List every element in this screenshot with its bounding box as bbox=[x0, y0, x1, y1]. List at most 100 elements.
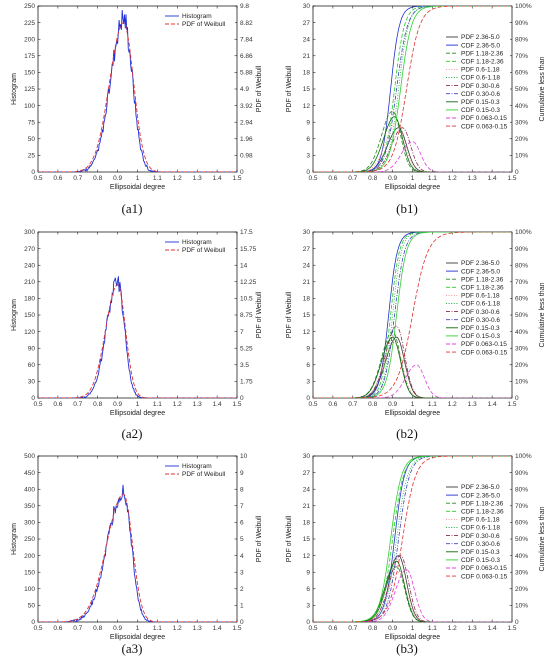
y2-tick-label: 50% bbox=[515, 536, 528, 543]
chart-b3: 0.5 0.6 0.7 0.8 0.9 1 1.1 1.2 1.3 1.4 1.5036912151… bbox=[286, 453, 546, 641]
y2-tick-label: 5.25 bbox=[240, 345, 253, 352]
legend-label: PDF 1.18-2.36 bbox=[461, 276, 504, 283]
x-tick-label: 0.8 bbox=[368, 175, 377, 182]
x-tick-label: 1 bbox=[411, 175, 415, 182]
y-axis-label: Histogram bbox=[11, 73, 18, 105]
x-tick-label: 0.7 bbox=[348, 625, 357, 632]
y2-tick-label: 30% bbox=[515, 569, 528, 576]
y2-tick-label: 50% bbox=[515, 312, 528, 319]
x-tick-label: 0.5 bbox=[308, 625, 317, 632]
y2-axis-label: PDF of Weibull bbox=[256, 291, 263, 338]
y-tick-label: 175 bbox=[24, 53, 35, 60]
chart-b1: 0.5 0.6 0.7 0.8 0.9 1 1.1 1.2 1.3 1.4 1.5036912151… bbox=[286, 3, 546, 191]
y2-axis-label: PDF of Weibull bbox=[256, 515, 263, 562]
chart-panel-a3: 0.5 0.6 0.7 0.8 0.9 1 1.1 1.2 1.3 1.4 1.5 0 50 100 150… bbox=[0, 450, 275, 669]
y-tick-label: 30 bbox=[303, 229, 311, 236]
y2-tick-label: 70% bbox=[515, 53, 528, 60]
y-tick-label: 12 bbox=[303, 329, 311, 336]
y2-tick-label: 5.88 bbox=[240, 70, 253, 77]
y2-tick-label: 20% bbox=[515, 136, 528, 143]
x-tick-label: 0.5 bbox=[33, 401, 42, 408]
y2-tick-label: 7 bbox=[240, 329, 244, 336]
y2-tick-label: 0 bbox=[240, 169, 244, 176]
legend-label: PDF 0.063-0.15 bbox=[461, 565, 507, 572]
legend-label: PDF 1.18-2.36 bbox=[461, 500, 504, 507]
x-tick-label: 1 bbox=[136, 401, 140, 408]
y2-tick-label: 90% bbox=[515, 20, 528, 27]
y-tick-label: 21 bbox=[303, 53, 311, 60]
y-tick-label: 27 bbox=[303, 246, 311, 253]
chart-panel-b3: 0.5 0.6 0.7 0.8 0.9 1 1.1 1.2 1.3 1.4 1.5 0 3 6 9 12 15 1… bbox=[275, 450, 550, 669]
y2-tick-label: 7.84 bbox=[240, 36, 253, 43]
y2-tick-label: 8.82 bbox=[240, 20, 253, 27]
x-tick-label: 0.7 bbox=[73, 175, 82, 182]
series-line bbox=[313, 6, 512, 172]
y-tick-label: 15 bbox=[303, 536, 311, 543]
legend-label: CDF 0.30-0.6 bbox=[461, 91, 500, 98]
y2-tick-label: 80% bbox=[515, 36, 528, 43]
x-tick-label: 1.4 bbox=[488, 401, 497, 408]
y-tick-label: 250 bbox=[24, 536, 35, 543]
y-tick-label: 9 bbox=[306, 119, 310, 126]
y2-tick-label: 0 bbox=[240, 619, 244, 626]
x-axis-label: Ellipsoidal degree bbox=[110, 634, 165, 641]
y-tick-label: 12 bbox=[303, 553, 311, 560]
legend-label: PDF 0.6-1.18 bbox=[461, 293, 500, 300]
series-line bbox=[313, 456, 512, 622]
y2-axis-label: Cumulative less than bbox=[539, 506, 546, 571]
chart-panel-b1: 0.5 0.6 0.7 0.8 0.9 1 1.1 1.2 1.3 1.4 1.5 0 3 6 9 12 15 1… bbox=[275, 0, 550, 219]
x-tick-label: 1.2 bbox=[173, 625, 182, 632]
x-tick-label: 1.4 bbox=[488, 625, 497, 632]
y2-tick-label: 90% bbox=[515, 246, 528, 253]
y2-tick-label: 5 bbox=[240, 536, 244, 543]
legend-label: PDF 0.15-0.3 bbox=[461, 549, 500, 556]
legend-label: CDF 0.6-1.18 bbox=[461, 525, 500, 532]
x-tick-label: 1.2 bbox=[448, 175, 457, 182]
series-group bbox=[313, 456, 512, 622]
x-tick-label: 0.5 bbox=[33, 625, 42, 632]
legend-label: PDF 2.36-5.0 bbox=[461, 34, 500, 41]
legend-label: CDF 2.36-5.0 bbox=[461, 492, 500, 499]
x-tick-label: 1.3 bbox=[468, 401, 477, 408]
y-tick-label: 24 bbox=[303, 262, 311, 269]
x-axis-label: Ellipsoidal degree bbox=[385, 410, 440, 417]
x-tick-label: 0.8 bbox=[368, 401, 377, 408]
legend-box bbox=[444, 482, 510, 584]
y-axis-label: Histogram bbox=[11, 299, 18, 331]
y-tick-label: 150 bbox=[24, 569, 35, 576]
legend-label: PDF 0.15-0.3 bbox=[461, 99, 500, 106]
x-tick-label: 1.5 bbox=[232, 175, 241, 182]
series-line bbox=[313, 6, 512, 172]
y-tick-label: 125 bbox=[24, 86, 35, 93]
y2-tick-label: 2.94 bbox=[240, 119, 253, 126]
y2-tick-label: 3.5 bbox=[240, 362, 249, 369]
legend-label: PDF 0.30-0.6 bbox=[461, 533, 500, 540]
y-tick-label: 15 bbox=[303, 86, 311, 93]
legend-label: CDF 0.15-0.3 bbox=[461, 107, 500, 114]
y-tick-label: 30 bbox=[303, 3, 311, 10]
legend-label: Histogram bbox=[182, 463, 212, 470]
y2-tick-label: 0 bbox=[240, 395, 244, 402]
y2-tick-label: 4 bbox=[240, 553, 244, 560]
y-tick-label: 270 bbox=[24, 246, 35, 253]
series-line bbox=[38, 9, 237, 172]
y2-tick-label: 9 bbox=[240, 470, 244, 477]
legend-label: PDF 0.063-0.15 bbox=[461, 341, 507, 348]
y2-tick-label: 0 bbox=[515, 619, 519, 626]
legend-box bbox=[162, 460, 235, 478]
x-tick-label: 1.3 bbox=[468, 175, 477, 182]
y2-tick-label: 100% bbox=[515, 3, 532, 10]
y-axis-label: Histogram bbox=[11, 523, 18, 555]
legend-label: PDF 0.6-1.18 bbox=[461, 517, 500, 524]
legend-label: Histogram bbox=[182, 13, 212, 20]
y2-tick-label: 15.75 bbox=[240, 246, 257, 253]
y2-tick-label: 12.25 bbox=[240, 279, 257, 286]
legend-label: PDF 2.36-5.0 bbox=[461, 484, 500, 491]
y-tick-label: 225 bbox=[24, 20, 35, 27]
x-tick-label: 0.6 bbox=[328, 175, 337, 182]
y-tick-label: 250 bbox=[24, 3, 35, 10]
y-tick-label: 18 bbox=[303, 70, 311, 77]
y-tick-label: 21 bbox=[303, 503, 311, 510]
plot-frame bbox=[37, 231, 238, 399]
series-line bbox=[313, 456, 512, 622]
